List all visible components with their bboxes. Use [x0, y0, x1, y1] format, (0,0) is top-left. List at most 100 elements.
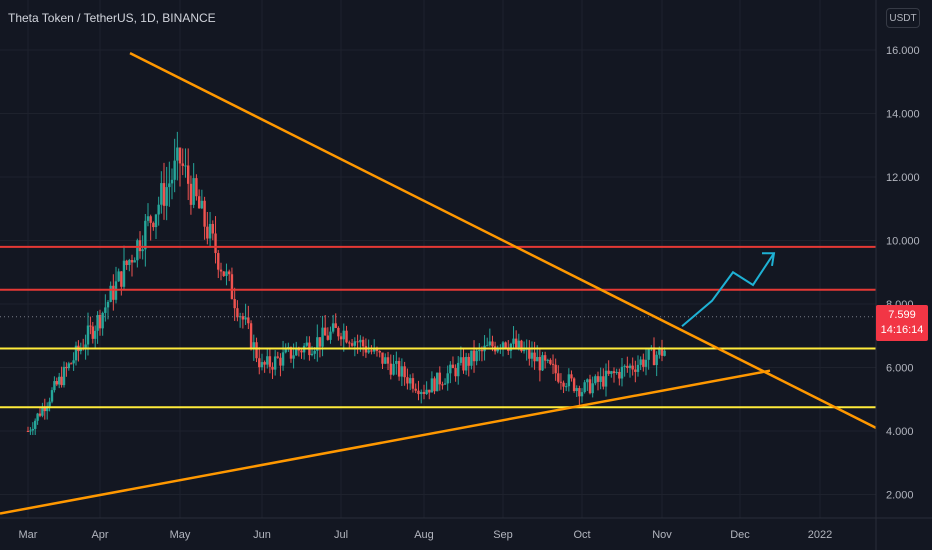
candle-body	[533, 352, 536, 362]
candle-body	[181, 163, 184, 166]
candle-body	[631, 365, 634, 370]
time-axis: Mar Apr May Jun Jul Aug Sep Oct Nov Dec 2022	[19, 529, 833, 541]
candle-body	[580, 392, 584, 397]
candle-body	[241, 316, 245, 320]
currency-button[interactable]: USDT	[886, 8, 920, 28]
time-tick-label: Aug	[414, 529, 434, 541]
candle-body	[462, 357, 465, 371]
candle-body	[60, 376, 63, 386]
candle-body	[170, 179, 174, 184]
candle-body	[345, 330, 348, 343]
candle-body	[373, 347, 376, 352]
candle-body	[178, 147, 182, 164]
candle-body	[417, 390, 420, 395]
candle-body	[289, 347, 293, 359]
candle-body	[459, 357, 463, 363]
candle-body	[295, 348, 298, 356]
candle-body	[538, 356, 542, 371]
candle-body	[230, 274, 234, 300]
candle-body	[457, 362, 460, 377]
candle-body	[31, 428, 34, 431]
candle-body	[50, 390, 54, 402]
candle-body	[428, 389, 431, 393]
candle-body	[34, 420, 37, 429]
candle-body	[70, 363, 73, 365]
candle-body	[517, 340, 520, 348]
candle-body	[441, 384, 444, 386]
chart-grid	[0, 0, 876, 518]
projection-arrow	[681, 252, 776, 327]
descending-trendline	[129, 52, 877, 429]
candle-body	[236, 308, 239, 318]
candle-body	[252, 342, 255, 349]
price-tick-label: 4.000	[886, 426, 914, 438]
candle-body	[501, 342, 505, 348]
candle-body	[663, 350, 666, 356]
candle-body	[594, 376, 597, 384]
candle-body	[128, 259, 131, 266]
candle-body	[384, 357, 387, 364]
candle-body	[403, 366, 406, 378]
time-tick-label: Nov	[652, 529, 672, 541]
candle-body	[318, 337, 322, 347]
candle-body	[449, 364, 452, 374]
candle-body	[305, 342, 308, 346]
candle-body	[454, 368, 457, 377]
candle-body	[660, 347, 664, 356]
candle-body	[279, 357, 282, 366]
candle-body	[316, 337, 319, 351]
candle-body	[197, 196, 201, 209]
candle-body	[96, 314, 99, 331]
candle-body	[652, 347, 656, 366]
candle-body	[187, 165, 190, 184]
candle-body	[470, 350, 473, 366]
candle-body	[53, 381, 56, 391]
candle-body	[389, 363, 392, 375]
price-tick-label: 14.000	[886, 109, 920, 121]
candle-body	[36, 413, 39, 421]
candle-body	[266, 356, 269, 365]
candle-body	[247, 317, 250, 324]
candle-body	[370, 350, 373, 352]
candle-body	[117, 271, 120, 282]
candle-body	[160, 183, 163, 205]
candle-body	[222, 271, 225, 276]
time-tick-label: Jun	[253, 529, 271, 541]
candle-body	[141, 249, 144, 252]
candle-body	[101, 312, 104, 329]
candle-body	[263, 362, 266, 365]
candle-body	[414, 388, 417, 391]
candle-body	[228, 271, 231, 275]
candle-body	[273, 356, 277, 370]
candle-body	[255, 342, 258, 359]
candle-body	[84, 344, 87, 349]
candle-body	[375, 347, 379, 352]
time-tick-label: Mar	[19, 529, 38, 541]
candle-body	[292, 355, 295, 359]
time-tick-label: Oct	[573, 529, 590, 541]
candle-body	[38, 413, 42, 416]
price-tick-label: 10.000	[886, 236, 920, 248]
candle-body	[329, 331, 332, 340]
candle-body	[464, 356, 468, 371]
candle-body	[217, 253, 220, 270]
candle-body	[138, 240, 142, 252]
candle-body	[443, 383, 447, 385]
price-tick-label: 2.000	[886, 490, 914, 502]
candle-body	[106, 301, 110, 308]
candle-body	[586, 379, 589, 383]
candle-body	[86, 325, 90, 345]
candle-body	[557, 373, 560, 382]
candle-body	[195, 178, 198, 197]
candle-body	[284, 348, 287, 353]
candle-body	[353, 341, 357, 346]
candle-body	[276, 356, 279, 358]
candle-body	[260, 362, 264, 368]
candlestick-series	[26, 131, 666, 435]
price-tick-label: 12.000	[886, 172, 920, 184]
candle-body	[491, 341, 494, 347]
candle-body	[480, 350, 484, 352]
candle-body	[433, 378, 436, 392]
projection-arrowhead	[762, 252, 776, 267]
